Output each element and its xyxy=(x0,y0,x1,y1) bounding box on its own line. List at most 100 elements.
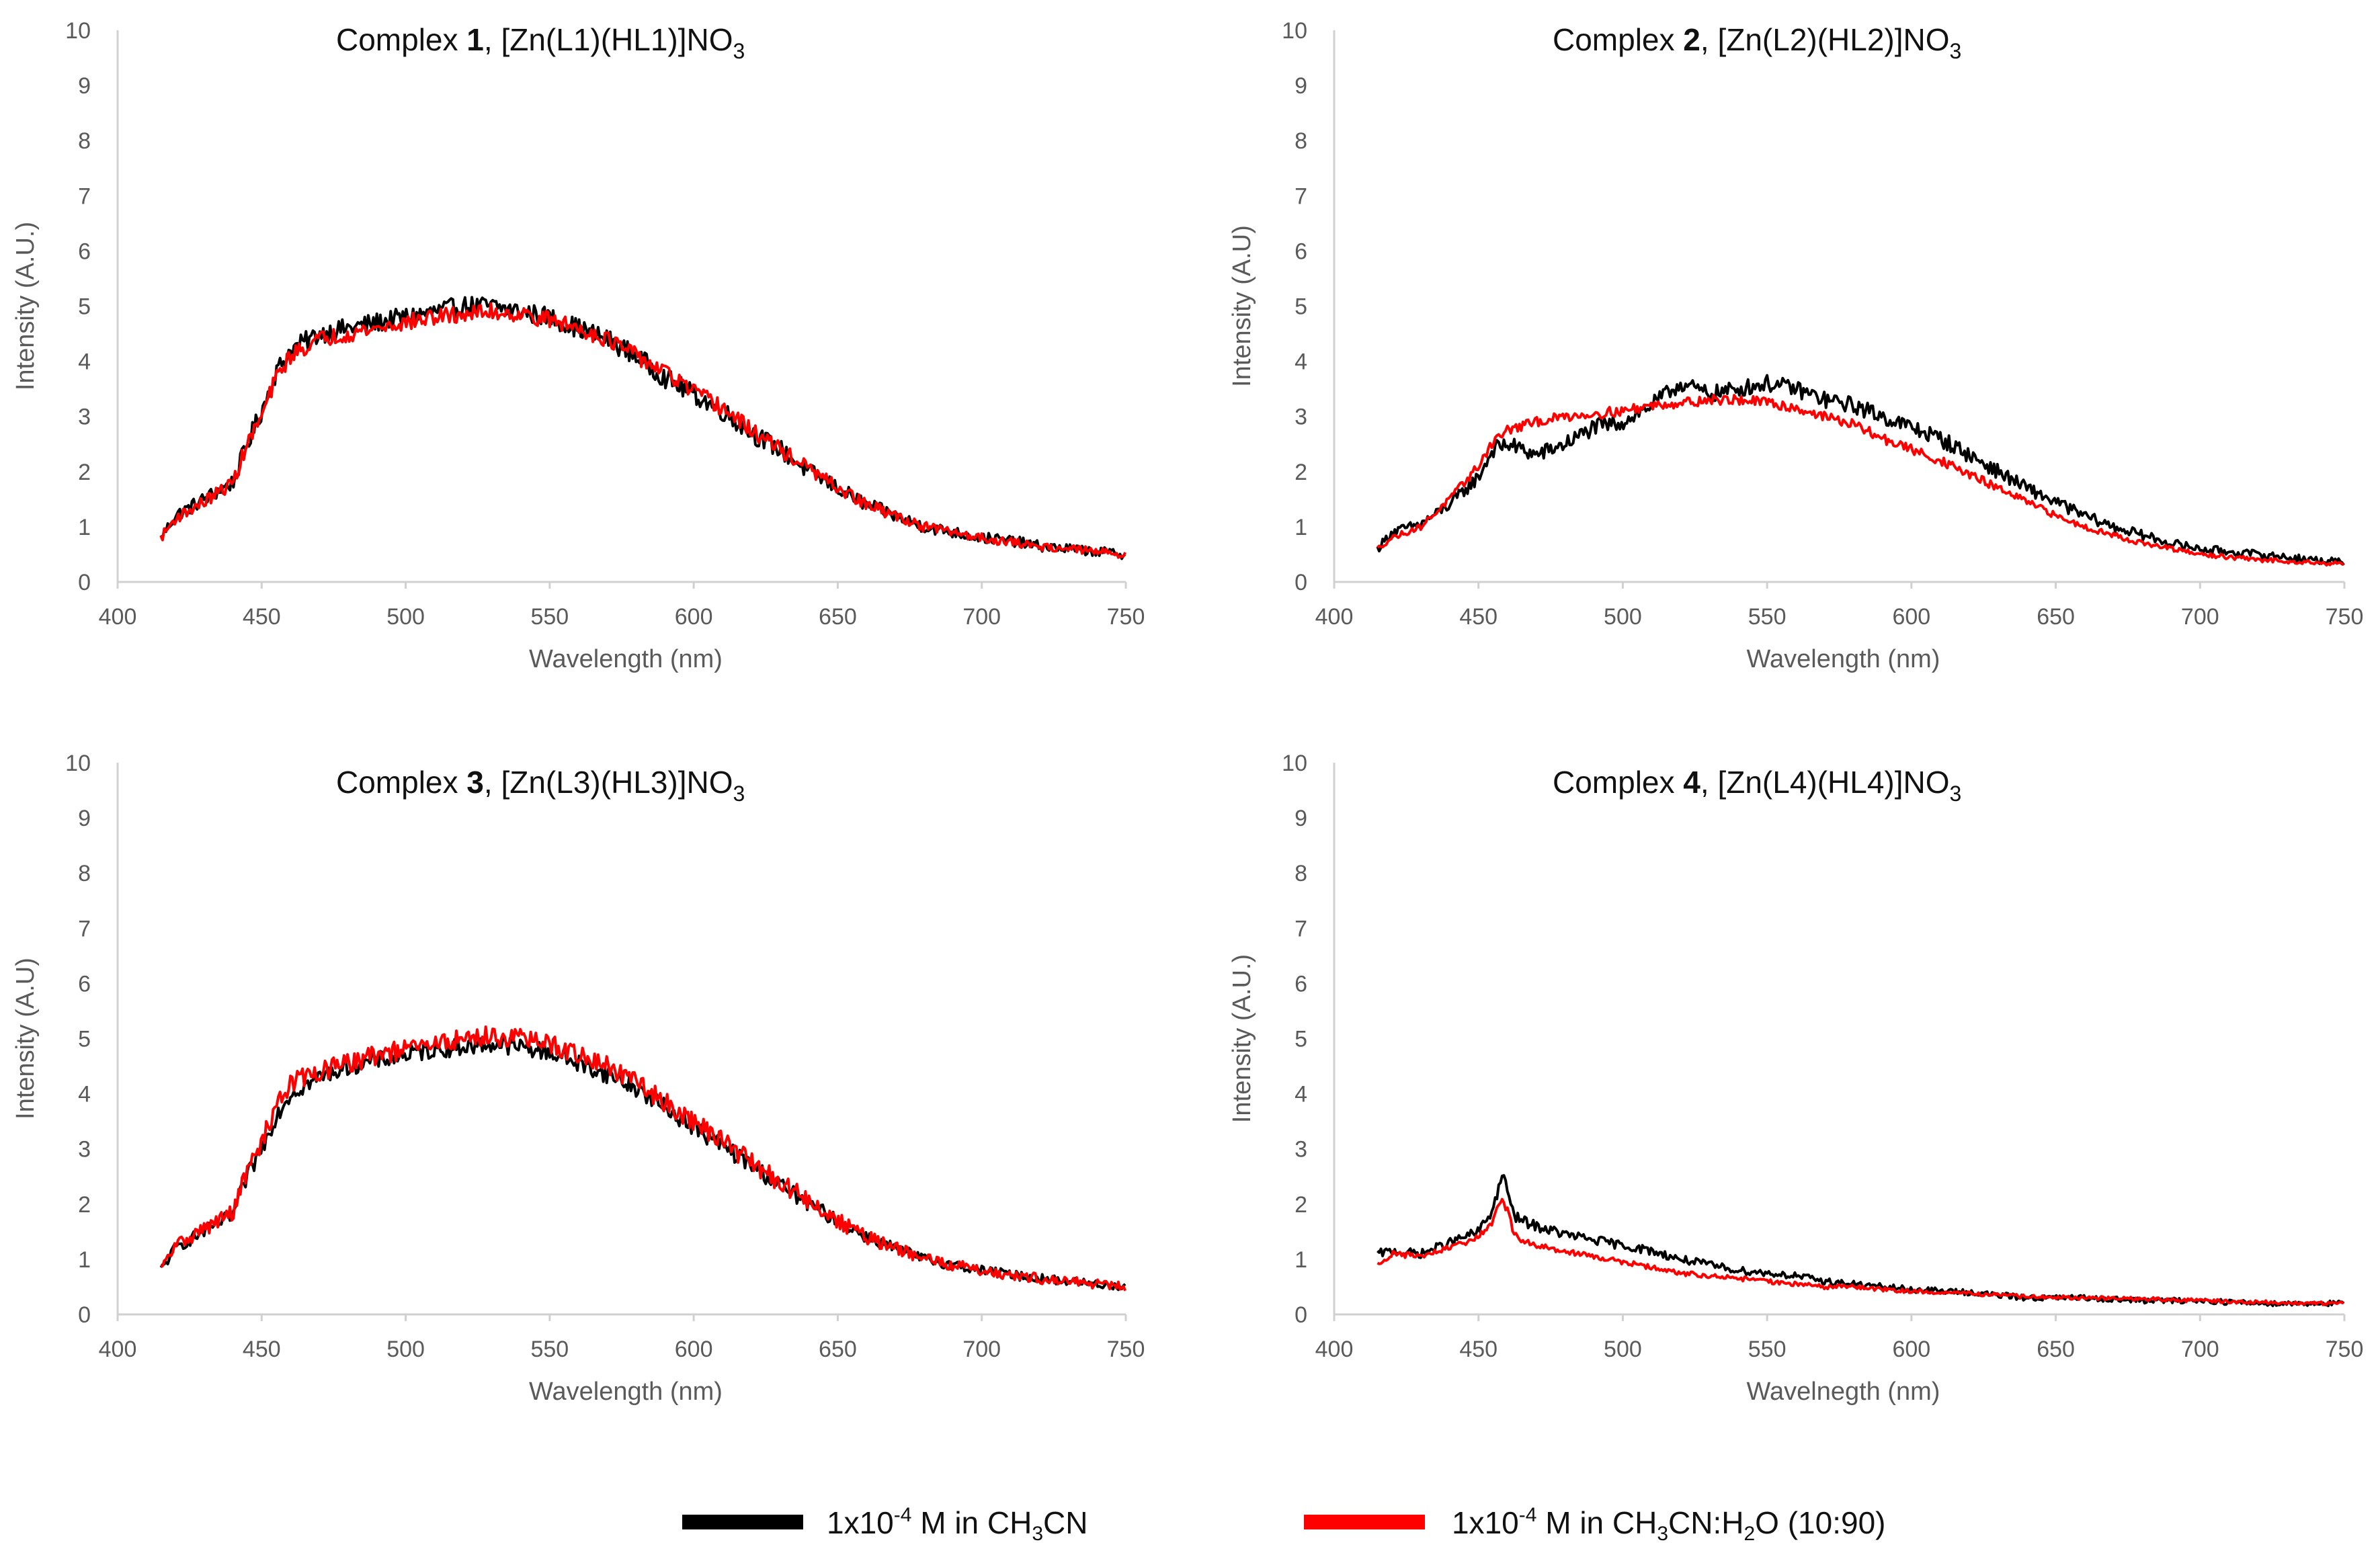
y-tick-label: 1 xyxy=(1295,515,1307,540)
series-line-ch3cn-h2o xyxy=(159,302,1126,559)
x-tick-label: 500 xyxy=(386,1337,425,1362)
series-line-ch3cn-h2o xyxy=(1377,393,2344,567)
chart-panel-complex-4: 0 1 2 3 4 5 6 7 8 9 10 400 450 500 550 600 650 700 750 Wave… xyxy=(1228,751,2363,1406)
y-tick-label: 7 xyxy=(78,183,91,209)
series-line-ch3cn-h2o xyxy=(1377,1197,2344,1306)
y-tick-label: 1 xyxy=(78,515,91,540)
x-axis-label: Wavelength (nm) xyxy=(529,645,723,673)
x-tick-label: 400 xyxy=(99,604,137,630)
y-tick-label: 2 xyxy=(1295,460,1307,485)
y-tick-label: 9 xyxy=(78,73,91,99)
y-tick-label: 2 xyxy=(1295,1192,1307,1218)
x-tick-label: 450 xyxy=(243,1337,281,1362)
x-tick-label: 400 xyxy=(1315,604,1354,630)
y-tick-label: 1 xyxy=(1295,1247,1307,1273)
y-tick-label: 4 xyxy=(1295,1082,1307,1107)
x-tick-label: 450 xyxy=(1459,604,1497,630)
x-tick-label: 600 xyxy=(675,1337,713,1362)
chart-panel-complex-3: 0 1 2 3 4 5 6 7 8 9 10 400 450 500 550 600 650 700 750 Wave… xyxy=(11,751,1145,1406)
x-tick-label: 700 xyxy=(2181,1337,2219,1362)
y-tick-label: 10 xyxy=(65,751,91,776)
chart-panel-complex-1: 0 1 2 3 4 5 6 7 8 9 10 400 450 500 550 600 650 700 750 Wave… xyxy=(11,18,1145,673)
y-tick-label: 0 xyxy=(1295,570,1307,595)
y-tick-label: 9 xyxy=(1295,806,1307,831)
x-tick-label: 700 xyxy=(2181,604,2219,630)
y-tick-label: 5 xyxy=(78,1027,91,1052)
y-tick-label: 0 xyxy=(78,1302,91,1328)
x-tick-label: 750 xyxy=(1107,1337,1145,1362)
y-tick-label: 3 xyxy=(1295,1137,1307,1163)
y-tick-label: 8 xyxy=(1295,861,1307,886)
y-tick-label: 5 xyxy=(78,294,91,320)
y-tick-label: 8 xyxy=(1295,128,1307,154)
y-axis-label: Intensity (A.U) xyxy=(11,958,40,1120)
y-tick-label: 10 xyxy=(65,18,91,44)
y-tick-label: 4 xyxy=(78,349,91,375)
y-tick-label: 2 xyxy=(78,1192,91,1218)
x-tick-label: 750 xyxy=(2326,1337,2364,1362)
x-tick-label: 600 xyxy=(1892,604,1930,630)
x-axis-label: Wavelnegth (nm) xyxy=(1747,1378,1940,1406)
legend-label: 1x10-4 M in CH3CN:H2O (10:90) xyxy=(1452,1504,1885,1545)
legend-item-ch3cn: 1x10-4 M in CH3CN xyxy=(682,1504,1088,1545)
y-tick-label: 6 xyxy=(1295,239,1307,264)
y-axis-label: Intensity (A.U) xyxy=(1228,225,1256,387)
y-tick-label: 9 xyxy=(1295,73,1307,99)
x-tick-label: 700 xyxy=(962,1337,1001,1362)
series-line-ch3cn-h2o xyxy=(160,1025,1126,1292)
y-tick-label: 7 xyxy=(1295,183,1307,209)
x-tick-label: 550 xyxy=(530,604,569,630)
y-tick-label: 10 xyxy=(1282,18,1307,44)
x-tick-label: 600 xyxy=(1892,1337,1930,1362)
series-line-ch3cn xyxy=(1376,374,2345,566)
x-tick-label: 750 xyxy=(2326,604,2364,630)
y-tick-label: 10 xyxy=(1282,751,1307,776)
y-axis-label: Intensity (A.U.) xyxy=(1228,954,1256,1123)
y-tick-label: 2 xyxy=(78,460,91,485)
x-tick-label: 550 xyxy=(1748,604,1787,630)
x-tick-label: 450 xyxy=(1459,1337,1497,1362)
chart-title: Complex 4, [Zn(L4)(HL4)]NO3 xyxy=(1553,765,1961,806)
legend: 1x10-4 M in CH3CN 1x10-4 M in CH3CN:H2O … xyxy=(682,1504,1885,1545)
x-axis-label: Wavelength (nm) xyxy=(529,1378,723,1406)
y-tick-label: 0 xyxy=(78,570,91,595)
x-tick-label: 550 xyxy=(530,1337,569,1362)
chart-title: Complex 3, [Zn(L3)(HL3)]NO3 xyxy=(336,765,745,806)
x-tick-label: 750 xyxy=(1107,604,1145,630)
x-tick-label: 650 xyxy=(2037,604,2075,630)
x-tick-label: 700 xyxy=(962,604,1001,630)
y-axis-label: Intensity (A.U.) xyxy=(11,222,40,390)
x-tick-label: 450 xyxy=(243,604,281,630)
x-tick-label: 550 xyxy=(1748,1337,1787,1362)
y-tick-label: 6 xyxy=(78,971,91,997)
chart-title: Complex 2, [Zn(L2)(HL2)]NO3 xyxy=(1553,22,1961,63)
x-tick-label: 650 xyxy=(819,1337,857,1362)
legend-label: 1x10-4 M in CH3CN xyxy=(827,1504,1088,1545)
y-tick-label: 0 xyxy=(1295,1302,1307,1328)
y-tick-label: 5 xyxy=(1295,1027,1307,1052)
x-tick-label: 650 xyxy=(2037,1337,2075,1362)
y-tick-label: 8 xyxy=(78,128,91,154)
x-tick-label: 650 xyxy=(819,604,857,630)
chart-title: Complex 1, [Zn(L1)(HL1)]NO3 xyxy=(336,22,745,63)
series-line-ch3cn xyxy=(159,296,1126,560)
y-tick-label: 9 xyxy=(78,806,91,831)
x-tick-label: 400 xyxy=(99,1337,137,1362)
x-tick-label: 500 xyxy=(1604,1337,1642,1362)
y-tick-label: 5 xyxy=(1295,294,1307,320)
y-tick-label: 7 xyxy=(78,916,91,941)
chart-panel-complex-2: 0 1 2 3 4 5 6 7 8 9 10 400 450 500 550 600 650 700 750 Wave… xyxy=(1228,18,2363,673)
y-tick-label: 3 xyxy=(1295,405,1307,430)
series-line-ch3cn xyxy=(1377,1174,2345,1308)
x-tick-label: 500 xyxy=(1604,604,1642,630)
y-tick-label: 4 xyxy=(1295,349,1307,375)
y-tick-label: 3 xyxy=(78,405,91,430)
y-tick-label: 6 xyxy=(78,239,91,264)
y-tick-label: 3 xyxy=(78,1137,91,1163)
x-tick-label: 400 xyxy=(1315,1337,1354,1362)
x-axis-label: Wavelength (nm) xyxy=(1747,645,1940,673)
y-tick-label: 1 xyxy=(78,1247,91,1273)
legend-item-ch3cn-h2o: 1x10-4 M in CH3CN:H2O (10:90) xyxy=(1304,1504,1885,1545)
x-tick-label: 500 xyxy=(386,604,425,630)
